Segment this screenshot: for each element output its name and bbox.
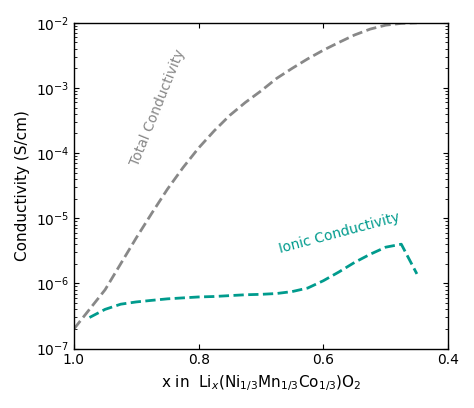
Text: Ionic Conductivity: Ionic Conductivity xyxy=(277,210,401,256)
Text: Total Conductivity: Total Conductivity xyxy=(128,47,188,168)
X-axis label: x in  Li$_x$(Ni$_{1/3}$Mn$_{1/3}$Co$_{1/3}$)O$_2$: x in Li$_x$(Ni$_{1/3}$Mn$_{1/3}$Co$_{1/3… xyxy=(161,373,361,393)
Y-axis label: Conductivity (S/cm): Conductivity (S/cm) xyxy=(15,110,30,261)
